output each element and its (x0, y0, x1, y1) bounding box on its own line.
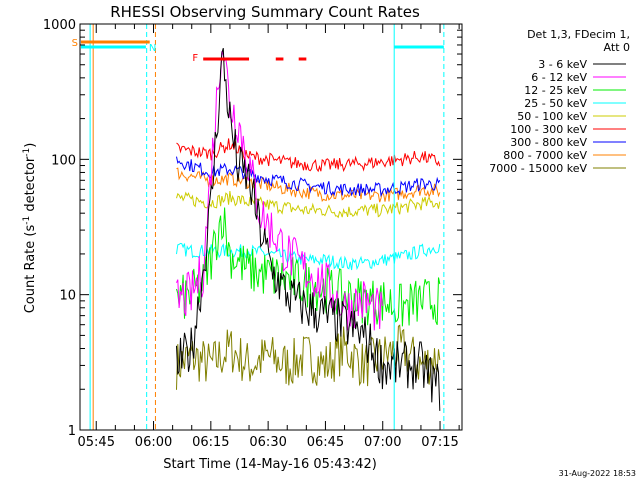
y-axis-label-main: Count Rate (s (23, 225, 38, 314)
x-tick-label: 06:15 (192, 435, 229, 450)
y-axis-label-sup2: -1 (22, 148, 32, 157)
x-tick-label: 06:00 (135, 435, 172, 450)
series-6-12-kev (176, 50, 383, 331)
series-50-100-kev (176, 191, 441, 219)
legend-label: 25 - 50 keV (524, 97, 587, 110)
series-12-25-kev (176, 207, 441, 327)
y-axis-label: Count Rate (s-1 detector-1) (22, 143, 38, 314)
series-100-300-kev (176, 138, 441, 173)
series-25-50-kev (176, 242, 441, 271)
y-tick-label: 10 (59, 289, 76, 304)
x-tick-label: 05:45 (78, 435, 115, 450)
y-axis-label-mid: detector (23, 156, 38, 216)
x-tick-label: 07:00 (364, 435, 401, 450)
legend-label: 6 - 12 keV (531, 71, 587, 84)
y-tick-label: 1000 (43, 18, 76, 33)
annotation-label-s: S (72, 38, 78, 49)
legend-header-1: Det 1,3, FDecim 1, (527, 28, 630, 41)
legend-label: 300 - 800 keV (510, 136, 587, 149)
y-axis-label-sup1: -1 (22, 216, 32, 225)
legend-label: 7000 - 15000 keV (489, 162, 587, 175)
legend-label: 3 - 6 keV (538, 58, 587, 71)
chart-title: RHESSI Observing Summary Count Rates (110, 3, 420, 21)
legend-label: 12 - 25 keV (524, 84, 587, 97)
annotation-label-f: F (192, 53, 198, 64)
series-7000-15000-kev (176, 324, 441, 390)
x-tick-label: 06:45 (307, 435, 344, 450)
x-axis-label: Start Time (14-May-16 05:43:42) (163, 457, 377, 472)
y-tick-label: 1 (68, 424, 76, 439)
x-tick-label: 07:15 (421, 435, 458, 450)
y-tick-label: 100 (51, 153, 76, 168)
series-300-800-kev (176, 156, 441, 198)
footer-timestamp: 31-Aug-2022 18:53 (559, 469, 636, 478)
data-layer: S N F (72, 24, 445, 430)
x-tick-label: 06:30 (249, 435, 286, 450)
legend-label: 800 - 7000 keV (503, 149, 587, 162)
legend-label: 50 - 100 keV (517, 110, 587, 123)
axes-layer: 1 10 100 1000 05:45 06:00 06:15 06:30 06:45 07:00… (43, 18, 463, 450)
series-800-7000-kev (176, 167, 441, 203)
y-axis-label-end: ) (23, 143, 38, 148)
legend-header-2: Att 0 (604, 41, 630, 54)
plot-frame (79, 23, 463, 431)
series-3-6-kev (176, 47, 441, 411)
annotation-label-n: N (149, 43, 156, 54)
legend-label: 100 - 300 keV (510, 123, 587, 136)
